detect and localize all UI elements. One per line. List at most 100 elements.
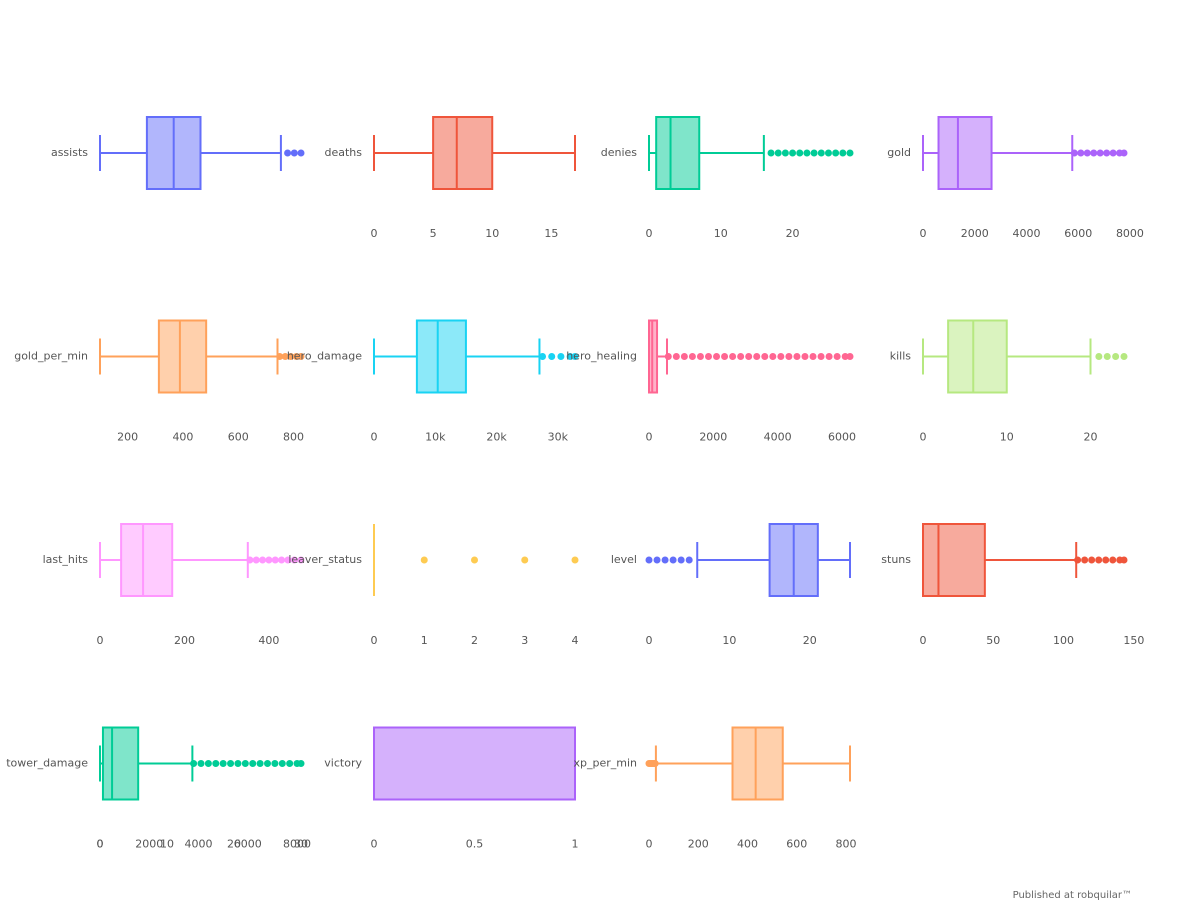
box-label: victory [324,757,362,770]
outlier [793,353,801,360]
outlier [521,556,529,564]
outlier [1103,353,1111,360]
outlier [287,353,295,360]
x-tick-label: 2000 [135,838,163,851]
outlier [281,353,289,360]
outlier [789,149,797,157]
box-label: kills [890,350,912,363]
box-label: level [611,553,637,566]
outlier [1070,149,1078,157]
outlier [249,760,257,767]
outlier [284,556,292,564]
x-tick-label: 0 [371,227,378,240]
outlier [286,760,294,767]
outlier [841,353,849,360]
outlier [769,353,777,360]
x-tick-label: 15 [544,227,558,240]
outlier [721,353,729,360]
box [432,116,494,190]
outlier [1088,556,1096,564]
box-label: assists [51,146,88,159]
outlier [548,353,556,360]
outlier [566,353,574,360]
outlier [672,353,680,360]
outlier [1096,149,1104,157]
box-label: stuns [881,553,911,566]
outlier [825,353,833,360]
x-tick-label: 30 [294,838,308,851]
outlier [290,556,298,564]
outlier [259,556,267,564]
box-label: gold [887,146,911,159]
x-tick-label: 10 [160,838,174,851]
outlier [197,760,205,767]
outlier [677,556,685,564]
outlier [539,353,547,360]
x-tick-label: 0 [646,431,653,444]
outlier [1077,149,1085,157]
box-label: hero_damage [287,350,362,363]
x-tick-label: 200 [174,634,195,647]
outlier [571,353,579,360]
x-tick-label: 10 [714,227,728,240]
outlier [1120,149,1128,157]
outlier [297,760,305,767]
x-tick-label: 0 [920,634,927,647]
outlier [204,760,212,767]
x-tick-label: 4 [572,634,579,647]
outlier [846,353,854,360]
x-tick-label: 10k [425,431,446,444]
outlier [297,353,305,360]
x-tick-label: 0 [371,838,378,851]
outlier [761,353,769,360]
box [373,726,576,801]
x-tick-label: 20 [1084,431,1098,444]
box-label: last_hits [43,553,89,566]
x-tick-label: 0 [646,227,653,240]
outlier [1074,556,1082,564]
x-tick-label: 20 [227,838,241,851]
x-tick-label: 100 [1053,634,1074,647]
outlier [1120,556,1128,564]
outlier [571,556,579,564]
box-label: xp_per_min [573,757,637,770]
box-label: hero_healing [566,350,637,363]
outlier [271,760,279,767]
x-tick-label: 2000 [961,227,989,240]
x-tick-label: 0 [920,431,927,444]
outlier [234,760,242,767]
outlier [256,760,264,767]
outlier [817,149,825,157]
footer: Published at robquilar™ [1013,890,1132,900]
x-tick-label: 10 [1000,431,1014,444]
x-tick-label: 6000 [234,838,262,851]
outlier [1109,149,1117,157]
outlier [290,149,298,157]
x-tick-label: 30k [548,431,569,444]
x-tick-label: 8000 [1116,227,1144,240]
outlier [1090,149,1098,157]
x-tick-label: 1 [421,634,428,647]
x-tick-label: 0 [920,227,927,240]
outlier [704,353,712,360]
outlier [212,760,220,767]
x-tick-label: 2000 [699,431,727,444]
x-tick-label: 6000 [828,431,856,444]
box [120,523,174,597]
x-tick-label: 0.5 [466,838,484,851]
x-tick-label: 800 [836,838,857,851]
x-tick-label: 20k [486,431,507,444]
outlier [297,556,305,564]
box-label: tower_damage [6,757,88,770]
outlier [809,353,817,360]
outlier [685,556,693,564]
outlier [653,556,661,564]
outlier [1083,149,1091,157]
x-tick-label: 10 [722,634,736,647]
outlier [696,353,704,360]
box-label: gold_per_min [14,350,88,363]
x-tick-label: 2 [471,634,478,647]
x-tick-label: 0 [97,838,104,851]
x-tick-label: 20 [786,227,800,240]
